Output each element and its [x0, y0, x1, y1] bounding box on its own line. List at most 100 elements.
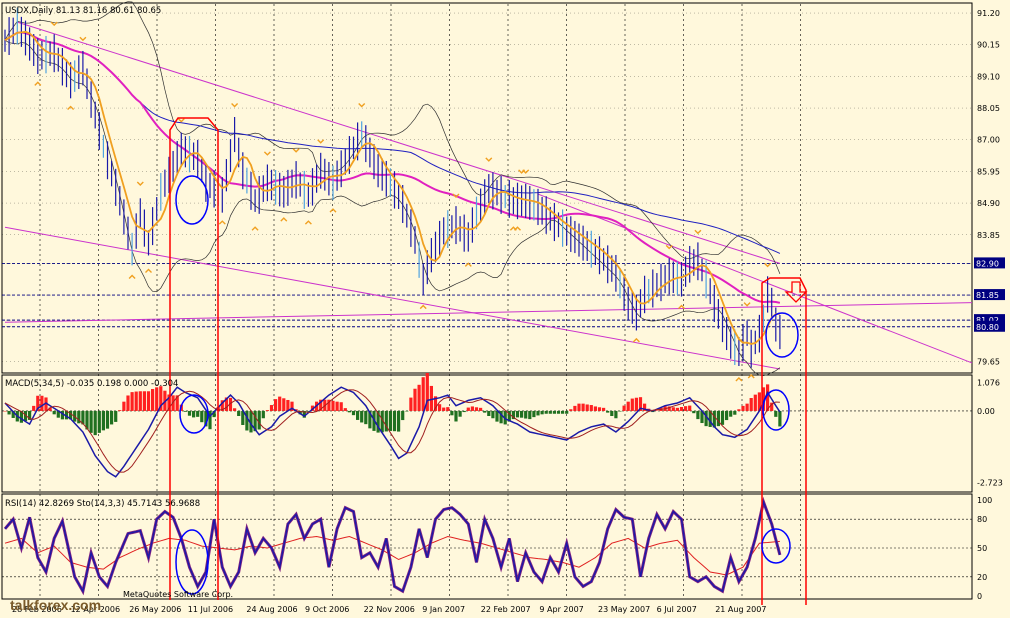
macd-histogram-bar — [343, 408, 347, 411]
macd-histogram-bar — [511, 410, 515, 420]
macd-histogram-bar — [675, 407, 679, 411]
fractal-up-marker — [522, 169, 530, 174]
price-tick-label: 84.90 — [977, 199, 1000, 208]
macd-histogram-bar — [347, 410, 351, 413]
macd-histogram-bar — [101, 410, 105, 431]
rsi-line — [4, 499, 781, 594]
rsi-pane — [2, 496, 972, 596]
macd-histogram-bar — [60, 410, 64, 420]
macd-histogram-bar — [155, 387, 159, 411]
macd-histogram-bar — [335, 401, 339, 411]
macd-histogram-bar — [319, 399, 323, 411]
x-axis-labels: 28 Feb 2006 12 Apr 2006 26 May 2006 11 Jul … — [12, 605, 766, 614]
price-tick-label: 80.80 — [976, 323, 999, 332]
macd-histogram-bar — [282, 398, 286, 411]
macd-histogram-bar — [425, 372, 429, 411]
macd-histogram-bar — [741, 405, 745, 411]
fractal-down-marker — [514, 226, 521, 231]
macd-histogram-bar — [3, 410, 7, 412]
annotation-circle — [175, 529, 209, 595]
fractal-up-marker — [79, 36, 87, 42]
date-tick-label: 9 Jan 2007 — [422, 605, 465, 614]
macd-histogram-bar — [745, 403, 749, 411]
macd-histogram-bar — [491, 410, 495, 419]
price-tick-label: 88.05 — [977, 104, 1000, 113]
fractal-up-marker — [136, 181, 144, 186]
fractal-up-marker — [358, 103, 366, 108]
macd-histogram-bar — [64, 410, 69, 420]
fractal-up-marker — [452, 193, 460, 199]
macd-histogram-bar — [733, 410, 737, 415]
macd-histogram-bar — [208, 410, 212, 430]
macd-histogram-bar — [630, 398, 634, 411]
macd-histogram-bar — [458, 410, 462, 417]
macd-histogram-bar — [77, 410, 81, 424]
macd-histogram-bar — [11, 410, 15, 418]
fast-moving-average-line — [4, 30, 780, 345]
macd-histogram-bar — [655, 410, 659, 411]
macd-histogram-bar — [515, 410, 520, 418]
rsi-tick-label: 50 — [977, 544, 987, 553]
macd-histogram-bar — [757, 392, 761, 411]
macd-tick-label: -2.723 — [977, 479, 1003, 488]
lower-trendline — [4, 226, 780, 370]
macd-histogram-bar — [175, 395, 179, 411]
macd-histogram-bar — [450, 410, 454, 416]
macd-histogram-bar — [770, 402, 774, 411]
macd-histogram-bar — [507, 410, 511, 422]
macd-histogram-bar — [388, 410, 392, 431]
macd-histogram-bar — [712, 410, 716, 428]
fractal-down-marker — [145, 268, 152, 273]
fractal-up-marker — [743, 302, 751, 307]
macd-histogram-bar — [146, 391, 151, 411]
macd-histogram-bar — [327, 399, 331, 411]
macd-histogram-bar — [306, 410, 310, 412]
macd-histogram-bar — [520, 410, 524, 418]
fractal-down-marker — [678, 304, 685, 310]
macd-histogram-bar — [200, 410, 204, 423]
fractal-down-marker — [128, 274, 136, 279]
price-pane — [2, 1, 973, 382]
annotation-rectangle-right — [761, 277, 807, 605]
date-tick-label: 23 May 2007 — [598, 605, 650, 614]
macd-histogram-bar — [729, 410, 733, 417]
macd-histogram-bar — [671, 407, 675, 411]
macd-histogram-bar — [134, 391, 138, 411]
price-label-highlight — [974, 289, 1005, 301]
macd-histogram-bar — [32, 405, 36, 411]
macd-histogram-bar — [409, 397, 413, 411]
macd-histogram-bar — [368, 410, 372, 429]
macd-histogram-bar — [376, 410, 380, 433]
macd-histogram-bar — [622, 405, 626, 411]
fractal-down-marker — [735, 377, 743, 382]
talkforex-logo: talkforex.com — [10, 597, 101, 613]
fractal-up-marker — [50, 21, 58, 27]
macd-histogram-bar — [540, 410, 544, 415]
macd-histogram-bar — [97, 410, 101, 433]
macd-histogram-bar — [466, 407, 470, 411]
fractal-up-marker — [317, 139, 325, 144]
price-tick-label: 90.15 — [977, 41, 1000, 50]
rsi-tick-label: 100 — [977, 496, 992, 505]
vertical-gridlines — [39, 4, 801, 598]
macd-histogram-bar — [474, 407, 479, 411]
annotation-rectangle-left — [169, 117, 219, 600]
macd-histogram-bar — [548, 410, 552, 414]
macd-histogram-bar — [7, 410, 11, 415]
macd-histogram-bar — [602, 407, 606, 411]
macd-histogram-bar — [237, 410, 241, 417]
macd-histogram-bar — [85, 410, 89, 430]
fractal-down-marker — [67, 105, 75, 111]
macd-histogram-bar — [249, 410, 253, 433]
date-tick-label: 22 Nov 2006 — [364, 605, 415, 614]
macd-histogram-bar — [552, 410, 556, 414]
macd-histogram-bar — [720, 410, 725, 425]
macd-histogram-bar — [356, 410, 360, 420]
macd-histogram-bar — [634, 397, 638, 411]
macd-histogram-bar — [364, 410, 368, 425]
macd-histogram-bar — [569, 409, 573, 411]
annotation-circle — [765, 312, 799, 358]
macd-histogram-bar — [638, 397, 643, 411]
macd-histogram-bar — [749, 398, 753, 411]
macd-histogram-bar — [159, 386, 163, 411]
